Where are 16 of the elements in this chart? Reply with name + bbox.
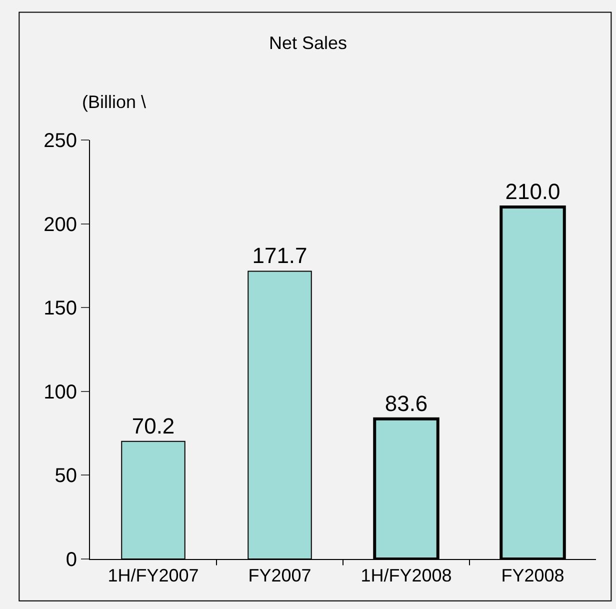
x-tick-label: 1H/FY2007	[108, 566, 199, 586]
y-axis-title: (Billion \	[82, 92, 146, 112]
y-tick-label: 0	[66, 549, 77, 571]
y-tick-label: 250	[44, 130, 77, 152]
data-label: 171.7	[252, 243, 308, 268]
y-tick-label: 100	[44, 381, 77, 404]
chart-title: Net Sales	[268, 33, 348, 54]
y-tick-label: 50	[54, 465, 77, 488]
x-tick-label: 1H/FY2008	[360, 566, 452, 586]
x-tick-label: FY2008	[501, 566, 564, 586]
y-tick-label: 200	[44, 214, 77, 236]
data-label: 83.6	[384, 390, 428, 416]
y-tick-label: 150	[44, 298, 77, 320]
x-tick-label: FY2007	[248, 566, 312, 586]
data-label: 70.2	[132, 413, 175, 438]
data-label: 210.0	[505, 179, 560, 204]
